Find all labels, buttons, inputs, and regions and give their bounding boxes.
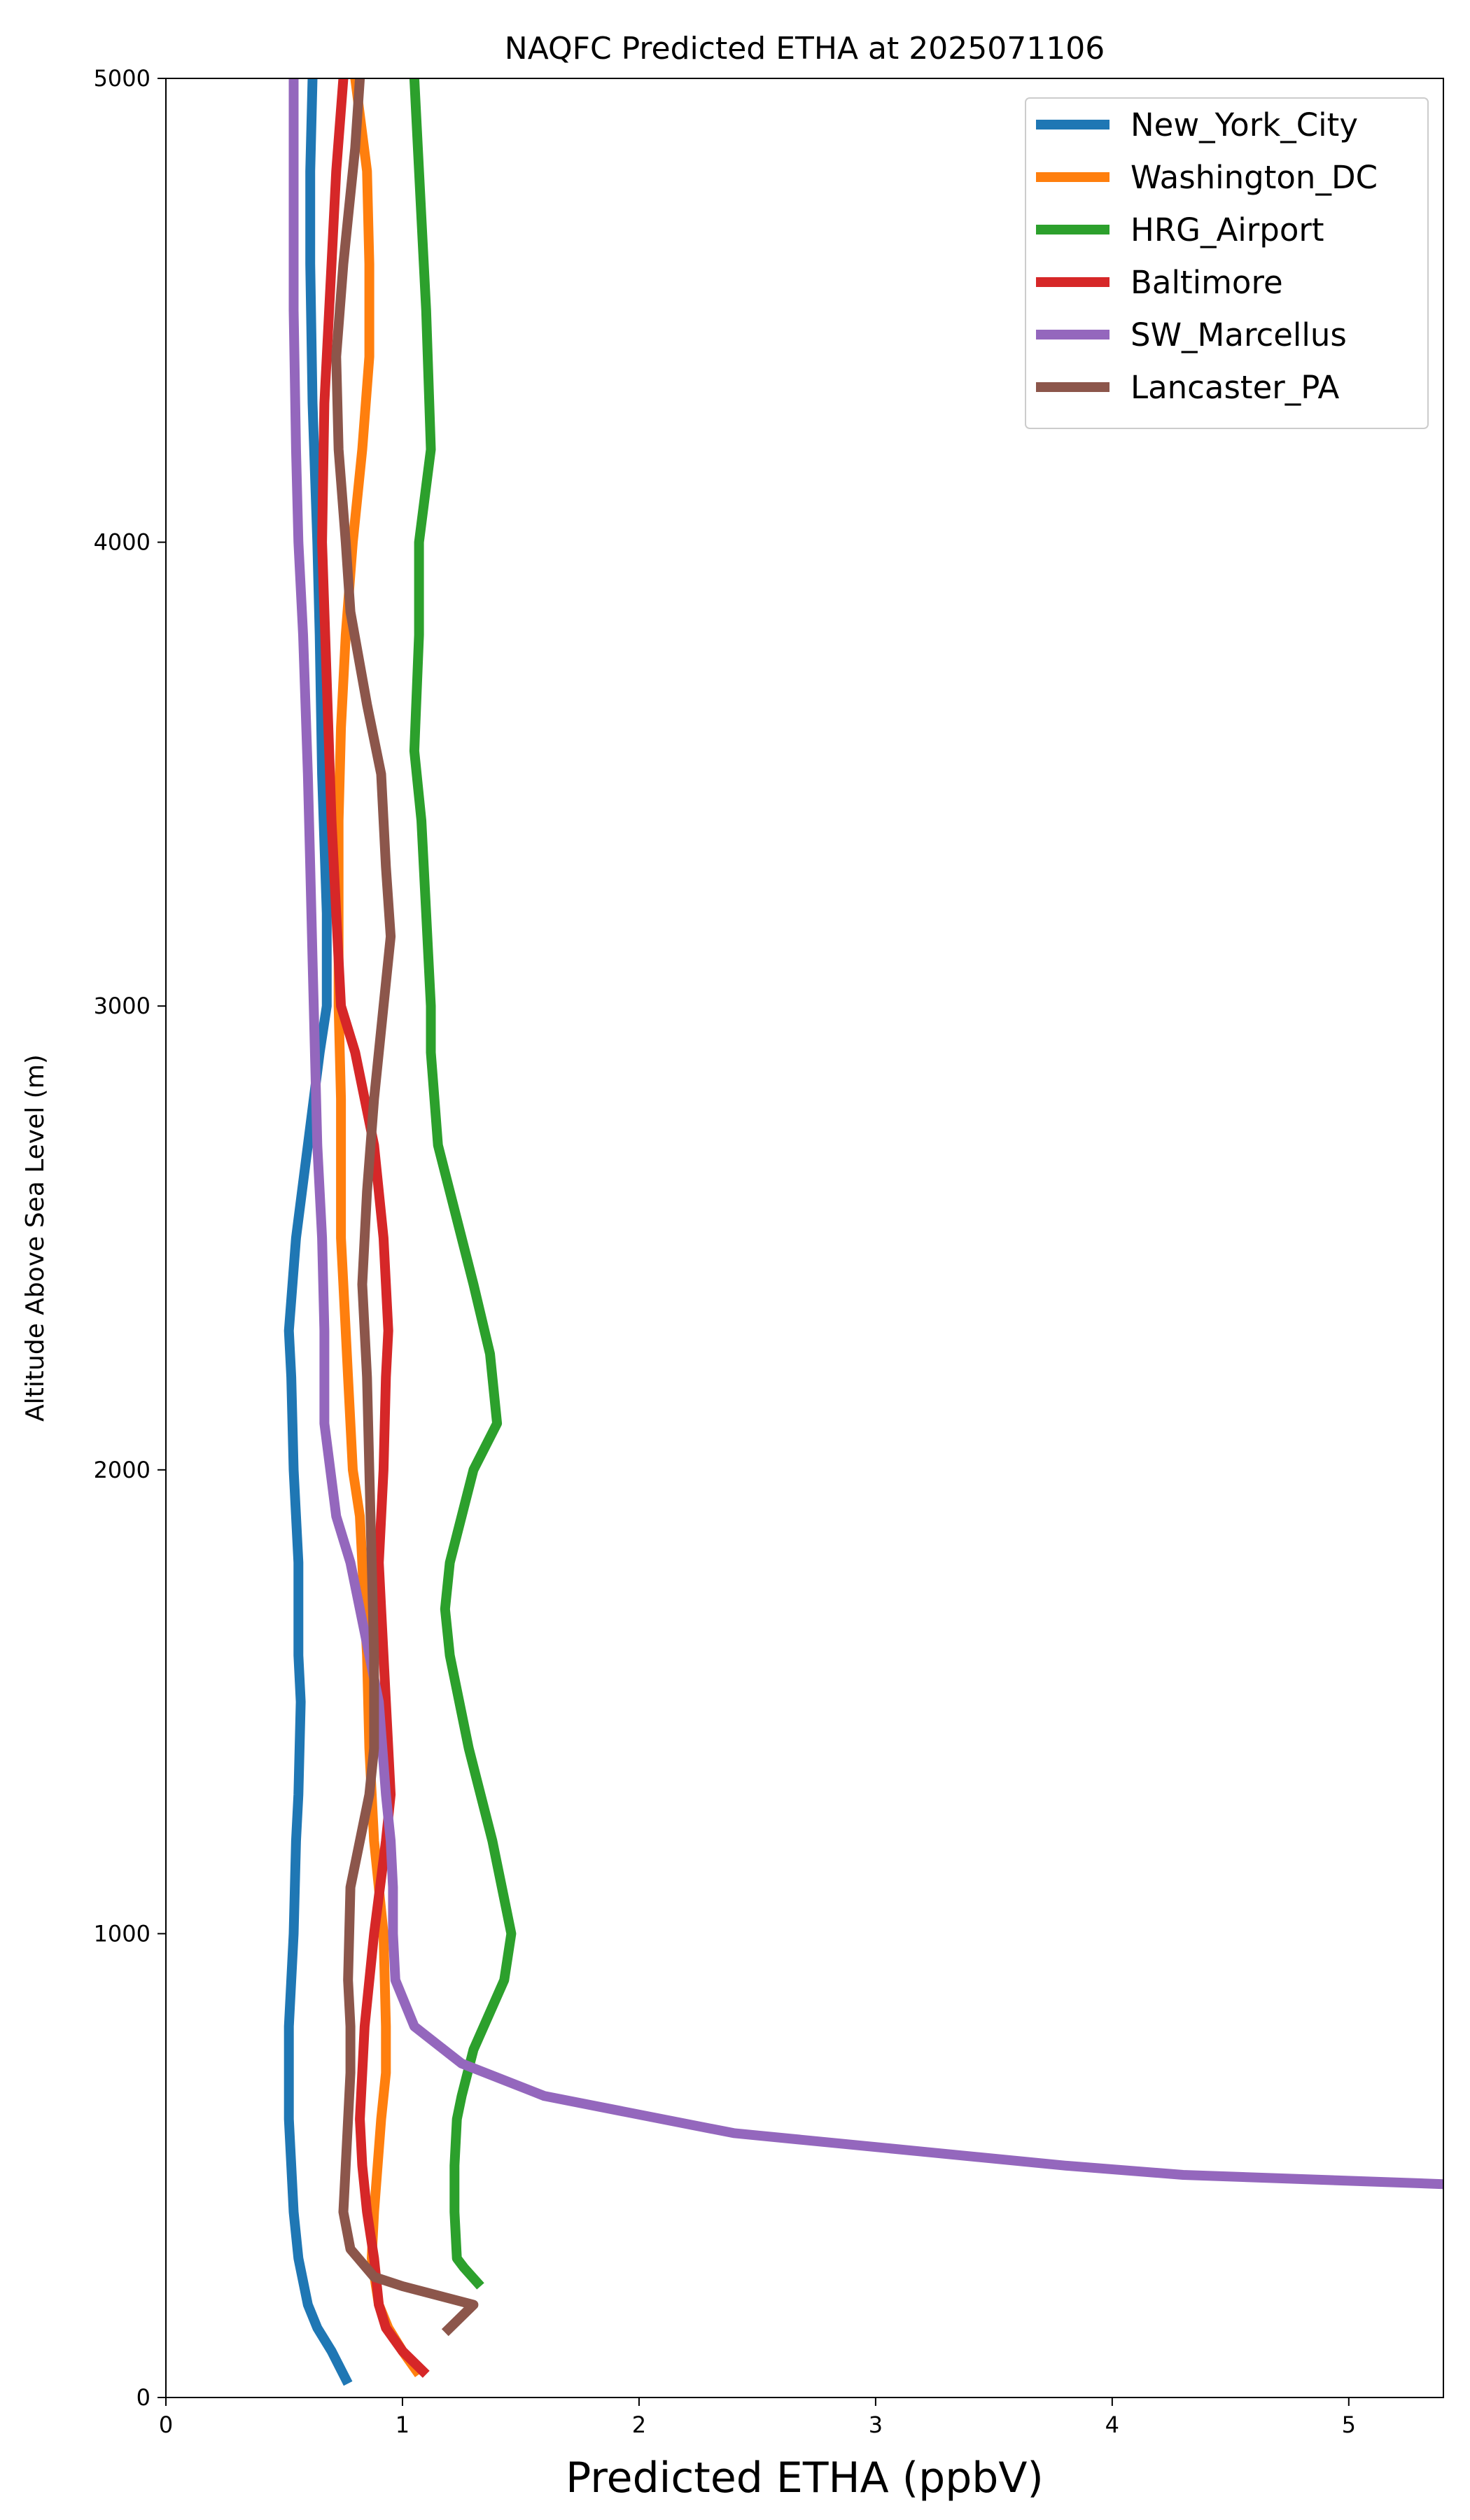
y-tick-label: 5000	[94, 65, 150, 92]
y-tick-label: 3000	[94, 993, 150, 1019]
x-tick-label: 3	[869, 2412, 883, 2438]
y-tick-label: 2000	[94, 1457, 150, 1483]
legend: New_York_City Washington_DC HRG_Airport Bal…	[1025, 97, 1429, 429]
legend-label: Washington_DC	[1130, 159, 1378, 196]
legend-label: Lancaster_PA	[1130, 369, 1340, 406]
legend-label: New_York_City	[1130, 106, 1358, 144]
series-layer	[284, 78, 1443, 2386]
series-line-lancaster-pa	[331, 78, 479, 2337]
legend-label: SW_Marcellus	[1130, 316, 1347, 354]
plot-frame	[165, 78, 1444, 2398]
series-line-hrg-airport	[409, 78, 517, 2290]
x-tick-label: 5	[1342, 2412, 1356, 2438]
legend-label: Baltimore	[1130, 264, 1283, 301]
y-tick-label: 4000	[94, 529, 150, 556]
x-tick-label: 4	[1105, 2412, 1119, 2438]
series-line-baltimore	[317, 78, 430, 2378]
x-tick-label: 2	[632, 2412, 646, 2438]
series-line-sw-marcellus	[288, 78, 1443, 2190]
x-tick-label: 0	[159, 2412, 173, 2438]
chart-title: NAQFC Predicted ETHA at 2025071106	[505, 31, 1105, 66]
axis-layer: 0 1 2 3 4 5 0 1000 2000 3000 4000 5000	[94, 65, 1356, 2438]
y-tick-label: 0	[136, 2384, 150, 2411]
legend-box	[1025, 97, 1429, 429]
x-axis-label: Predicted ETHA (ppbV)	[566, 2454, 1044, 2502]
x-tick-label: 1	[396, 2412, 410, 2438]
legend-label: HRG_Airport	[1130, 211, 1324, 248]
y-axis-label: Altitude Above Sea Level (m)	[21, 1054, 50, 1422]
series-line-new-york-city	[284, 78, 353, 2386]
y-tick-label: 1000	[94, 1920, 150, 1947]
